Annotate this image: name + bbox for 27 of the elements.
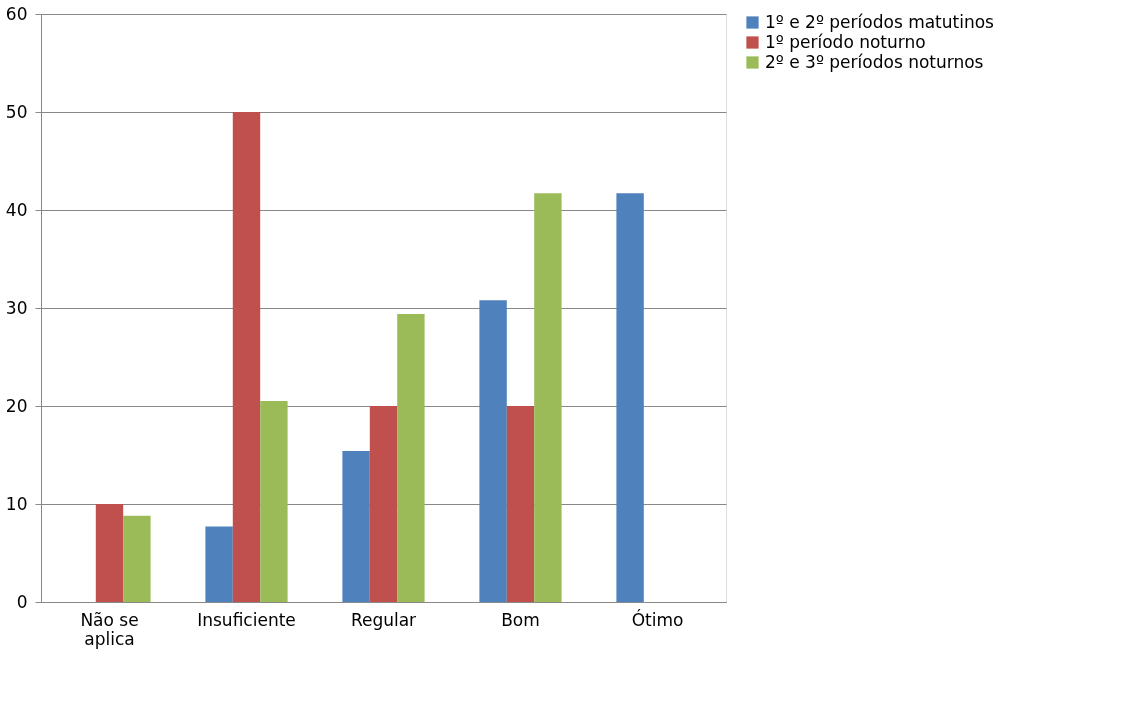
y-tick-label: 20: [5, 395, 28, 416]
x-tick-label: Regular: [350, 609, 417, 630]
legend-label: 1º e 2º períodos matutinos: [765, 11, 995, 32]
y-tick-label: 30: [5, 297, 28, 318]
legend-label: 2º e 3º períodos noturnos: [765, 51, 984, 72]
bar: [205, 526, 233, 602]
bar: [506, 406, 535, 602]
x-tick-label: Insuficiente: [197, 609, 296, 630]
bar: [616, 193, 644, 602]
bar: [534, 193, 562, 602]
bar: [95, 504, 124, 602]
x-tick-label: Bom: [501, 609, 540, 630]
y-tick-label: 60: [5, 3, 28, 24]
x-tick-label: Ótimo: [631, 608, 684, 630]
bar: [397, 313, 425, 602]
bar: [342, 451, 370, 602]
bar: [260, 401, 288, 602]
bar: [123, 515, 151, 602]
bar: [232, 112, 261, 602]
x-tick-label: Não se aplica: [80, 609, 139, 649]
legend-label: 1º período noturno: [765, 31, 926, 52]
y-tick-label: 50: [5, 101, 28, 122]
y-tick-label: 0: [16, 591, 28, 612]
y-tick-label: 40: [5, 199, 28, 220]
y-tick-label: 10: [5, 493, 28, 514]
bar: [479, 300, 507, 602]
bar: [369, 406, 398, 602]
